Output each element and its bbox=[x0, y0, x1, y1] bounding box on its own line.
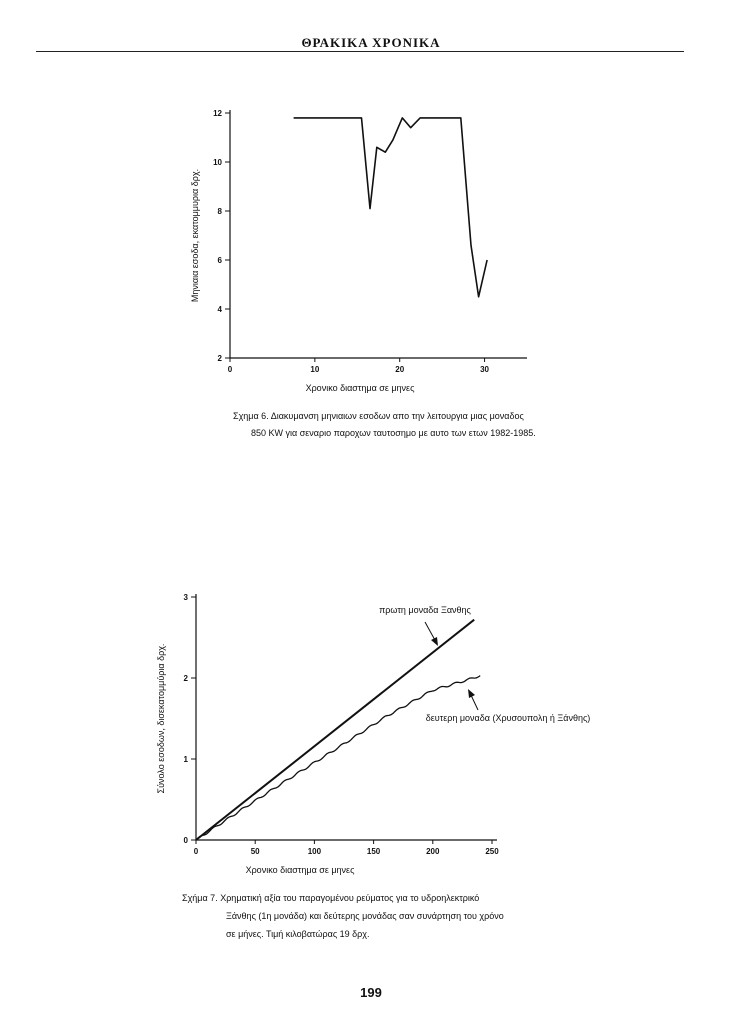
y-tick-label: 8 bbox=[218, 207, 223, 216]
figure-6-caption-line-1: Σχημα 6. Διακυμανση μηνιαιων εσοδων απο … bbox=[233, 411, 524, 421]
x-axis-label: Χρονικο διαστημα σε μηνες bbox=[306, 383, 416, 393]
running-header: ΘΡΑΚΙΚΑ ΧΡΟΝΙΚΑ bbox=[301, 35, 441, 50]
x-tick-label: 20 bbox=[395, 365, 404, 374]
x-tick-label: 100 bbox=[308, 847, 322, 856]
x-tick-label: 250 bbox=[485, 847, 499, 856]
y-tick-label: 2 bbox=[218, 354, 223, 363]
series-line-1 bbox=[195, 618, 475, 841]
y-tick-label: 3 bbox=[184, 593, 189, 602]
x-tick-label: 30 bbox=[480, 365, 489, 374]
y-tick-label: 4 bbox=[218, 305, 223, 314]
figure-7-caption-line-3: σε μήνες. Τιμή κιλοβατώρας 19 δρχ. bbox=[226, 929, 370, 939]
x-tick-label: 10 bbox=[310, 365, 319, 374]
y-tick-label: 12 bbox=[213, 109, 222, 118]
y-tick-label: 10 bbox=[213, 158, 222, 167]
x-tick-label: 0 bbox=[228, 365, 233, 374]
figure-7-chart: 0 1 2 3 0 50 100 150 200 250 Χρονικο διαστημα σε μ… bbox=[156, 593, 591, 875]
x-axis-label: Χρονικο διαστημα σε μηνες bbox=[246, 865, 356, 875]
annotation-arrow-head bbox=[431, 637, 438, 646]
page-number: 199 bbox=[360, 985, 382, 1000]
y-axis-label: Σύνολο εσοδων, δισεκατομμύρια δρχ. bbox=[156, 644, 166, 794]
series-line-2 bbox=[195, 675, 481, 841]
y-tick-label: 1 bbox=[184, 755, 189, 764]
annotation-arrow-head bbox=[468, 689, 475, 698]
x-tick-label: 50 bbox=[251, 847, 260, 856]
figure-6-caption-line-2: 850 KW για σεναριο παροχων ταυτοσημο με … bbox=[251, 428, 536, 438]
figure-7-caption-line-1: Σχήμα 7. Χρηματική αξία του παραγομένου … bbox=[182, 893, 480, 903]
y-axis-label: Μηνιαια εσοδα, εκατομμυρια δρχ. bbox=[190, 169, 200, 302]
annotation-first-unit: πρωτη μοναδα Ξανθης bbox=[379, 605, 471, 615]
figure-6-chart: 2 4 6 8 10 12 0 10 20 30 Χρονικο διαστημα σε μηνες… bbox=[190, 109, 527, 393]
x-tick-label: 200 bbox=[426, 847, 440, 856]
annotation-second-unit: δευτερη μοναδα (Χρυσουπολη ή Ξάνθης) bbox=[426, 713, 591, 723]
y-tick-label: 2 bbox=[184, 674, 189, 683]
figure-7-caption-line-2: Ξάνθης (1η μονάδα) και δεύτερης μονάδας … bbox=[226, 911, 504, 921]
series-line-1 bbox=[293, 117, 488, 298]
x-tick-label: 0 bbox=[194, 847, 199, 856]
x-tick-label: 150 bbox=[367, 847, 381, 856]
y-tick-label: 6 bbox=[218, 256, 223, 265]
y-tick-label: 0 bbox=[184, 836, 189, 845]
header-rule bbox=[36, 51, 684, 52]
